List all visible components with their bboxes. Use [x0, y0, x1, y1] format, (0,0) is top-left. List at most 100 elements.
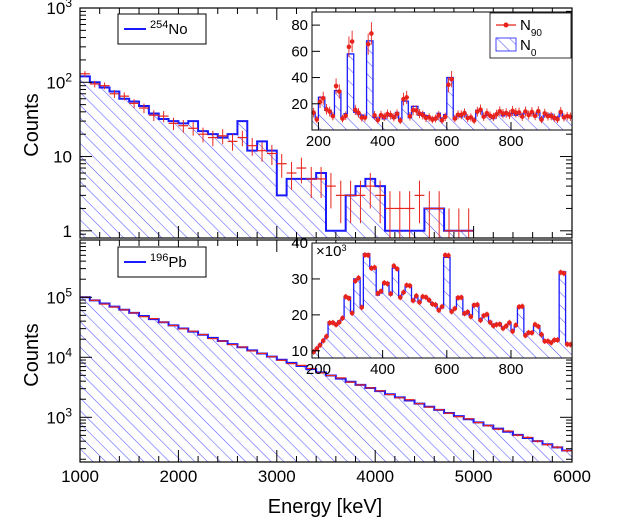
y-tick-label: 102	[46, 70, 72, 92]
inset-n90-point	[381, 114, 387, 120]
inset-n90-point	[539, 332, 544, 337]
inset-frame	[311, 11, 573, 131]
inset-n90-point	[414, 108, 419, 113]
inset-n90-point	[510, 329, 515, 334]
inset-x-tick-label: 800	[498, 133, 523, 150]
inset-y-tick-label: 60	[291, 43, 308, 60]
inset-x-tick-label: 800	[498, 361, 523, 378]
x-tick-label: 6000	[553, 467, 591, 486]
inset-n90-point	[353, 107, 358, 113]
inset-n90-point	[372, 113, 377, 118]
inset-n90-point	[462, 110, 467, 116]
inset-n90-point	[324, 334, 329, 339]
inset-n90-point	[478, 107, 483, 112]
x-axis-title: Energy [keV]	[268, 496, 383, 518]
inset-n90-point	[397, 295, 403, 300]
inset-n90-point	[317, 342, 323, 348]
inset-n90-point	[336, 89, 342, 94]
inset-n90-point	[468, 115, 474, 120]
inset-n90-point	[449, 76, 454, 82]
inset-n90-point	[426, 115, 432, 120]
inset-n90-point	[542, 111, 548, 116]
inset-y-tick-label: 20	[291, 96, 308, 113]
inset-frame	[311, 242, 573, 359]
inset-n90-point	[449, 309, 454, 314]
inset-y-tick-label: 10	[291, 343, 308, 360]
inset-n90-point	[340, 315, 345, 321]
inset-n90-point	[507, 320, 512, 325]
inset-n90-point	[535, 108, 541, 114]
inset-n90-point	[478, 317, 483, 323]
inset-n90-point	[475, 302, 480, 308]
inset-n90-point	[356, 275, 361, 281]
top-y-axis-title: Counts	[21, 93, 43, 156]
inset-y-tick-label: 40	[291, 235, 308, 252]
inset-n90-point	[407, 283, 413, 289]
inset-n90-point	[375, 117, 381, 123]
inset-n90-point	[535, 324, 541, 329]
top-legend: 254No	[117, 13, 207, 45]
inset-n90-point	[346, 44, 352, 50]
inset-n90-point	[327, 109, 332, 114]
inset-n90-point	[391, 263, 397, 269]
inset-n90-point	[391, 115, 397, 120]
inset-n90-point	[343, 113, 349, 119]
inset-y-multiplier: ×103	[316, 243, 346, 260]
x-tick-label: 5000	[455, 467, 493, 486]
y-tick-label: 10	[53, 148, 72, 167]
inset-x-tick-label: 400	[370, 133, 395, 150]
legend-mass-number: 254	[150, 19, 168, 31]
inset-n90-point	[336, 319, 342, 325]
bottom-y-axis-title: Counts	[21, 323, 43, 386]
inset-n90-point	[439, 117, 445, 123]
inset-n90-point	[394, 111, 400, 117]
inset-n90-point	[314, 346, 320, 351]
inset-n90-point	[555, 116, 560, 122]
inset-x-tick-label: 600	[434, 133, 459, 150]
inset-n90-point	[494, 112, 499, 117]
inset-n90-point	[333, 83, 339, 89]
inset-n90-point	[458, 295, 464, 300]
inset-x-tick-label: 600	[434, 361, 459, 378]
inset-n90-point	[385, 281, 390, 287]
bottom-inset-panel: 200 400 600 800 10 20 30 40 ×103	[291, 235, 573, 378]
inset-n90-point	[513, 322, 519, 328]
inset-n90-point	[320, 95, 326, 101]
inset-x-tick-label: 200	[306, 133, 331, 150]
inset-n90-point	[407, 113, 413, 119]
inset-n90-point	[378, 288, 384, 294]
inset-n90-point	[365, 252, 371, 258]
legend-mass-number: 196	[150, 252, 168, 264]
inset-n90-point	[375, 291, 381, 296]
inset-n90-point	[452, 116, 458, 121]
inset-n90-point	[487, 320, 493, 325]
inset-n90-point	[401, 290, 406, 295]
legend-n90-label: N90	[520, 17, 542, 39]
inset-n90-point	[442, 114, 448, 120]
inset-n90-point	[558, 109, 564, 115]
inset-n90-point	[484, 110, 490, 116]
x-tick-label: 4000	[356, 467, 394, 486]
legend-element: Pb	[168, 254, 186, 271]
inset-y-tick-label: 20	[291, 307, 308, 324]
inset-n90-point	[320, 338, 326, 344]
inset-n90-point	[491, 114, 496, 120]
inset-n90-point	[516, 110, 522, 115]
y-tick-label: 105	[46, 285, 72, 307]
inset-n90-point	[414, 293, 419, 299]
inset-n90-point	[420, 112, 426, 118]
inset-n90-point	[497, 321, 503, 327]
inset-n90-point	[369, 31, 374, 36]
inset-n90-point	[436, 307, 442, 313]
inset-n90-point	[359, 115, 365, 120]
inset-n90-point	[552, 337, 557, 343]
bottom-legend: 196Pb	[117, 246, 207, 278]
inset-n90-point	[333, 322, 339, 328]
inset-n90-point	[455, 112, 461, 118]
inset-n90-point	[330, 113, 336, 119]
legend-n90-marker	[503, 22, 509, 28]
inset-n90-point	[526, 112, 531, 118]
y-tick-label: 1	[63, 222, 72, 241]
inset-y-tick-label: 80	[291, 17, 308, 34]
